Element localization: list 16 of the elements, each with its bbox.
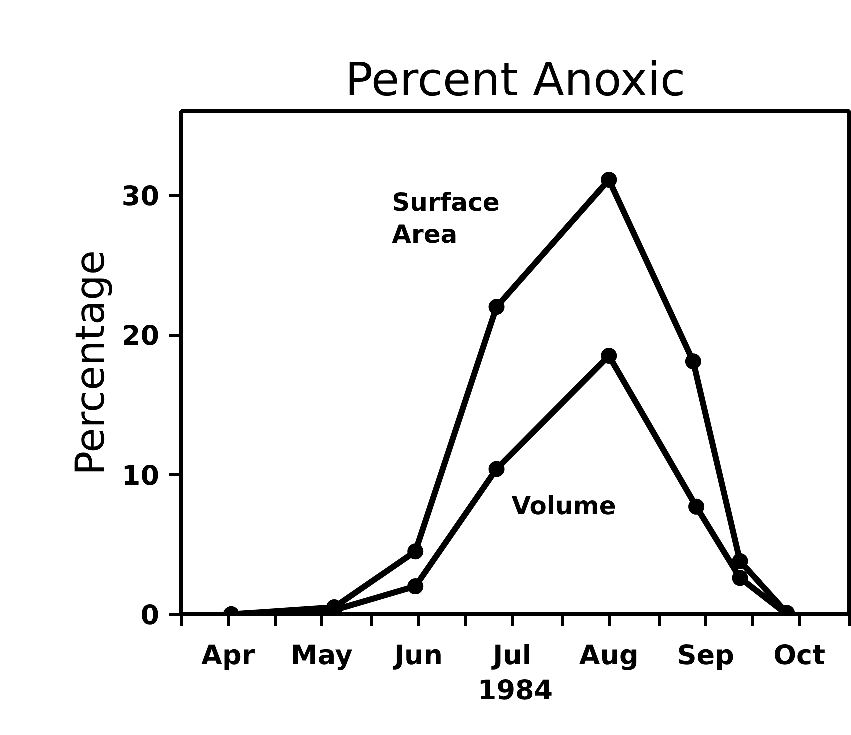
x-tick-label: May — [291, 640, 354, 672]
series-label: Surface Area — [392, 188, 500, 249]
y-tick-label: 10 — [122, 460, 160, 492]
x-tick-label: Aug — [579, 640, 639, 672]
y-tick-label: 0 — [140, 600, 160, 632]
x-tick-label: Jul — [491, 640, 532, 672]
x-tick-label: Jun — [392, 640, 443, 672]
x-tick-label: Apr — [202, 640, 256, 672]
series-label: Volume — [512, 492, 616, 521]
chart-title: Percent Anoxic — [345, 52, 686, 106]
y-tick-label: 30 — [122, 181, 160, 212]
y-tick-label: 20 — [122, 321, 160, 352]
x-axis-title: 1984 — [478, 676, 554, 706]
y-axis-title: Percentage — [68, 250, 114, 476]
x-tick-label: Sep — [677, 640, 734, 672]
x-tick-label: Oct — [774, 640, 826, 672]
